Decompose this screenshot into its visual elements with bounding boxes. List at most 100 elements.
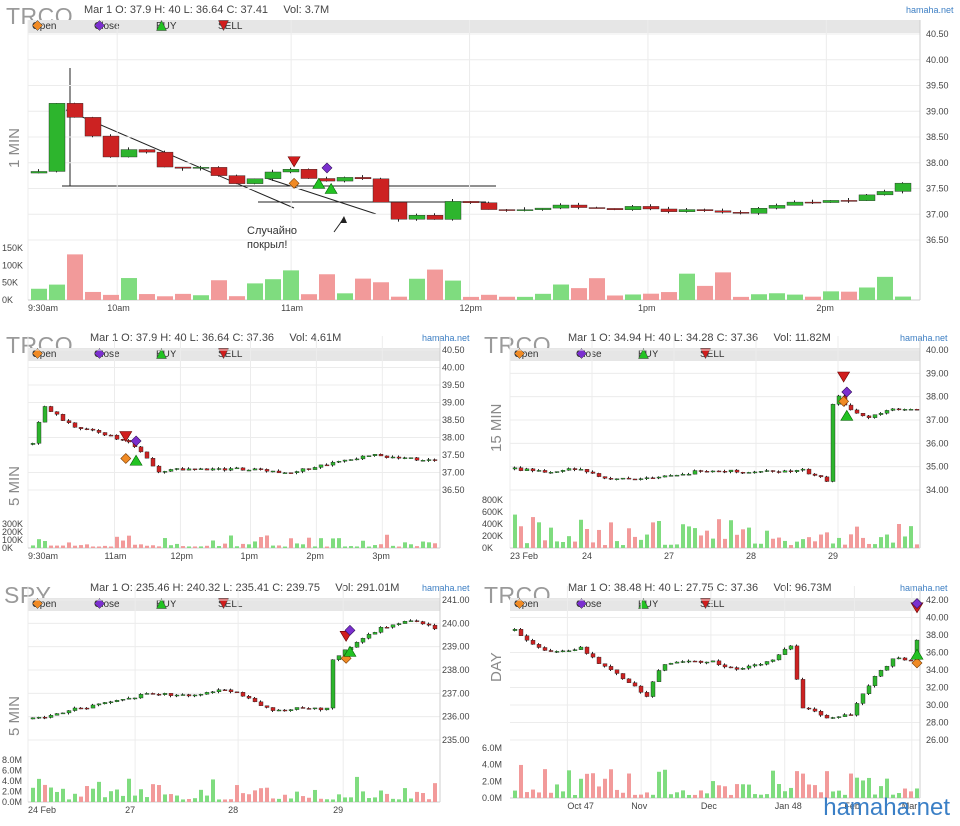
open-marker: [911, 657, 923, 669]
candle-body: [812, 708, 818, 712]
site-link[interactable]: hamaha.net: [900, 333, 948, 343]
candle-body: [620, 477, 626, 480]
candle-body: [108, 701, 114, 703]
y-tick-label: 38.50: [442, 415, 465, 425]
volume-bar: [313, 789, 317, 802]
volume-bar: [175, 543, 179, 548]
volume-bar: [157, 546, 161, 548]
candle-body: [90, 428, 96, 431]
candle-body: [408, 215, 426, 220]
candle-body: [548, 472, 554, 474]
volume-bar: [217, 546, 221, 548]
candle-body: [686, 660, 692, 663]
volume-bar: [867, 543, 871, 548]
volume-bar: [697, 285, 713, 300]
y-tick-label: 237.00: [442, 688, 470, 698]
volume-bar: [127, 778, 131, 802]
legend-item-close: Close: [94, 20, 120, 33]
volume-bar: [337, 794, 341, 802]
volume-bar: [603, 545, 607, 548]
candle-body: [60, 712, 66, 715]
candle-body: [480, 202, 498, 210]
volume-bar: [873, 794, 877, 798]
site-link[interactable]: hamaha.net: [906, 5, 954, 15]
sell-marker: [837, 371, 851, 383]
volume-bar: [253, 541, 257, 548]
candle-body: [420, 460, 426, 462]
candle-body: [572, 468, 578, 470]
volume-bar: [277, 545, 281, 548]
volume-bar: [91, 788, 95, 802]
candle-body: [534, 207, 552, 210]
legend-label: BUY: [156, 349, 177, 360]
candle-body: [632, 478, 638, 481]
volume-bar: [843, 544, 847, 548]
y-tick-label: 40.00: [926, 613, 949, 623]
candle-body: [426, 215, 444, 220]
candle-body: [156, 465, 162, 473]
candle-body: [896, 408, 902, 411]
candle-body: [620, 673, 626, 680]
candle-body: [252, 468, 258, 471]
volume-bar: [211, 779, 215, 802]
volume-bar: [627, 528, 631, 548]
y-tick-label: 42.00: [926, 595, 949, 605]
legend-item-sell: SELL: [218, 348, 242, 361]
candle-body: [390, 201, 408, 220]
legend-item-open: Open: [32, 598, 56, 611]
candle-body: [840, 200, 858, 202]
volume-bar: [535, 293, 551, 300]
volume-bar: [561, 791, 565, 798]
watermark-text: hamaha.net: [823, 794, 950, 821]
candle-body: [804, 201, 822, 204]
volume-bar: [915, 788, 919, 798]
chart-panel-trco-day: TRCO Mar 1 O: 38.48 H: 40 L: 27.75 C: 37…: [480, 578, 960, 826]
candle-body: [120, 149, 138, 158]
y-tick-label: 30.00: [926, 700, 949, 710]
candle-body: [384, 626, 390, 629]
x-tick-label: 28: [746, 551, 756, 561]
candle-body: [252, 697, 258, 703]
volume-tick-label: 6.0M: [482, 743, 502, 753]
candle-body: [156, 151, 174, 168]
y-tick-label: 34.00: [926, 485, 949, 495]
candle-body: [644, 692, 650, 697]
candle-body: [162, 693, 168, 695]
sell-marker: [119, 431, 133, 443]
volume-bar: [193, 546, 197, 548]
candle-body: [282, 472, 288, 474]
volume-bar: [379, 544, 383, 548]
site-link[interactable]: hamaha.net: [900, 583, 948, 593]
candle-body: [198, 468, 204, 470]
volume-bar: [169, 545, 173, 548]
site-link[interactable]: hamaha.net: [422, 583, 470, 593]
volume-bar: [79, 545, 83, 548]
candle-body: [782, 648, 788, 655]
volume-tick-label: 2.0M: [2, 787, 22, 797]
volume-bar: [561, 542, 565, 548]
volume-bar: [735, 534, 739, 548]
candle-body: [108, 434, 114, 437]
legend-label: Close: [94, 349, 120, 360]
y-tick-label: 36.50: [442, 485, 465, 495]
volume-bar: [355, 776, 359, 802]
candle-body: [836, 716, 842, 718]
site-link[interactable]: hamaha.net: [422, 333, 470, 343]
volume-bar: [537, 792, 541, 798]
y-tick-label: 235.00: [442, 735, 470, 745]
legend-label: Close: [576, 349, 602, 360]
volume-bar: [567, 536, 571, 548]
candle-body: [306, 708, 312, 710]
open-marker-icon: [514, 598, 525, 609]
volume-bar: [241, 543, 245, 548]
volume-bar: [657, 520, 661, 548]
candle-body: [192, 694, 198, 697]
volume-bar: [235, 785, 239, 802]
candle-body: [78, 707, 84, 710]
volume-bar: [415, 546, 419, 548]
buy-marker: [324, 182, 338, 194]
volume-bar: [181, 799, 185, 802]
candle-body: [638, 478, 644, 480]
candle-body: [276, 470, 282, 474]
volume-bar: [759, 794, 763, 798]
